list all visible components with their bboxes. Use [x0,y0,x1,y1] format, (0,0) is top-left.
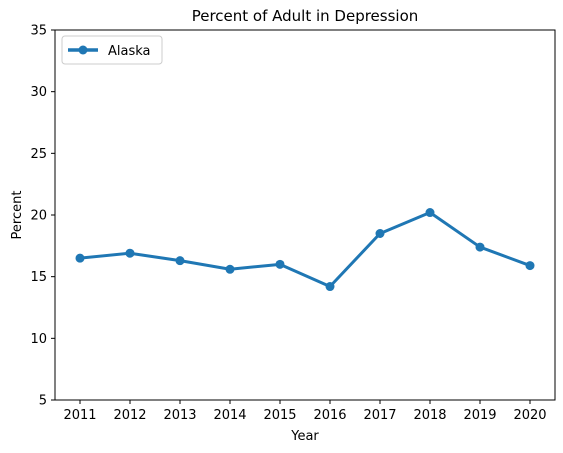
plot-area [54,29,556,401]
y-tick-label: 35 [30,24,47,39]
data-point [75,253,85,263]
series-layer [75,208,535,292]
data-point [425,208,435,218]
data-point [375,229,385,238]
y-tick-label: 20 [30,209,47,224]
x-tick-label: 2016 [313,408,346,423]
data-point [525,261,535,271]
series-line-alaska [78,211,532,289]
data-point [175,256,185,266]
data-point [125,248,135,258]
legend: Alaska [61,35,163,65]
legend-label-alaska: Alaska [108,44,151,59]
data-point [225,264,235,274]
chart-title: Percent of Adult in Depression [192,7,419,25]
x-tick-label: 2020 [513,408,546,423]
x-axis: 2011 2012 2013 2014 2015 2016 2017 2018 2019 2020 [63,400,547,423]
x-tick-label: 2014 [213,408,246,423]
legend-box [61,35,163,65]
x-tick-label: 2015 [263,408,296,423]
x-tick-label: 2013 [163,408,196,423]
x-tick-label: 2018 [413,408,446,423]
y-tick-label: 30 [30,85,47,100]
x-tick-label: 2011 [63,408,96,423]
data-point [475,242,485,252]
data-point [275,259,285,269]
data-point [325,282,335,292]
y-axis: 5 10 15 20 25 30 35 [30,24,55,409]
y-tick-label: 10 [30,332,47,347]
x-tick-label: 2019 [463,408,496,423]
plot-frame [54,29,556,401]
x-tick-label: 2017 [363,408,396,423]
y-tick-label: 25 [30,147,47,162]
legend-marker-swatch [78,45,88,55]
x-axis-label: Year [290,429,319,444]
y-tick-label: 15 [30,270,47,285]
y-tick-label: 5 [39,394,47,409]
x-tick-label: 2012 [113,408,146,423]
y-axis-label: Percent [10,191,25,240]
